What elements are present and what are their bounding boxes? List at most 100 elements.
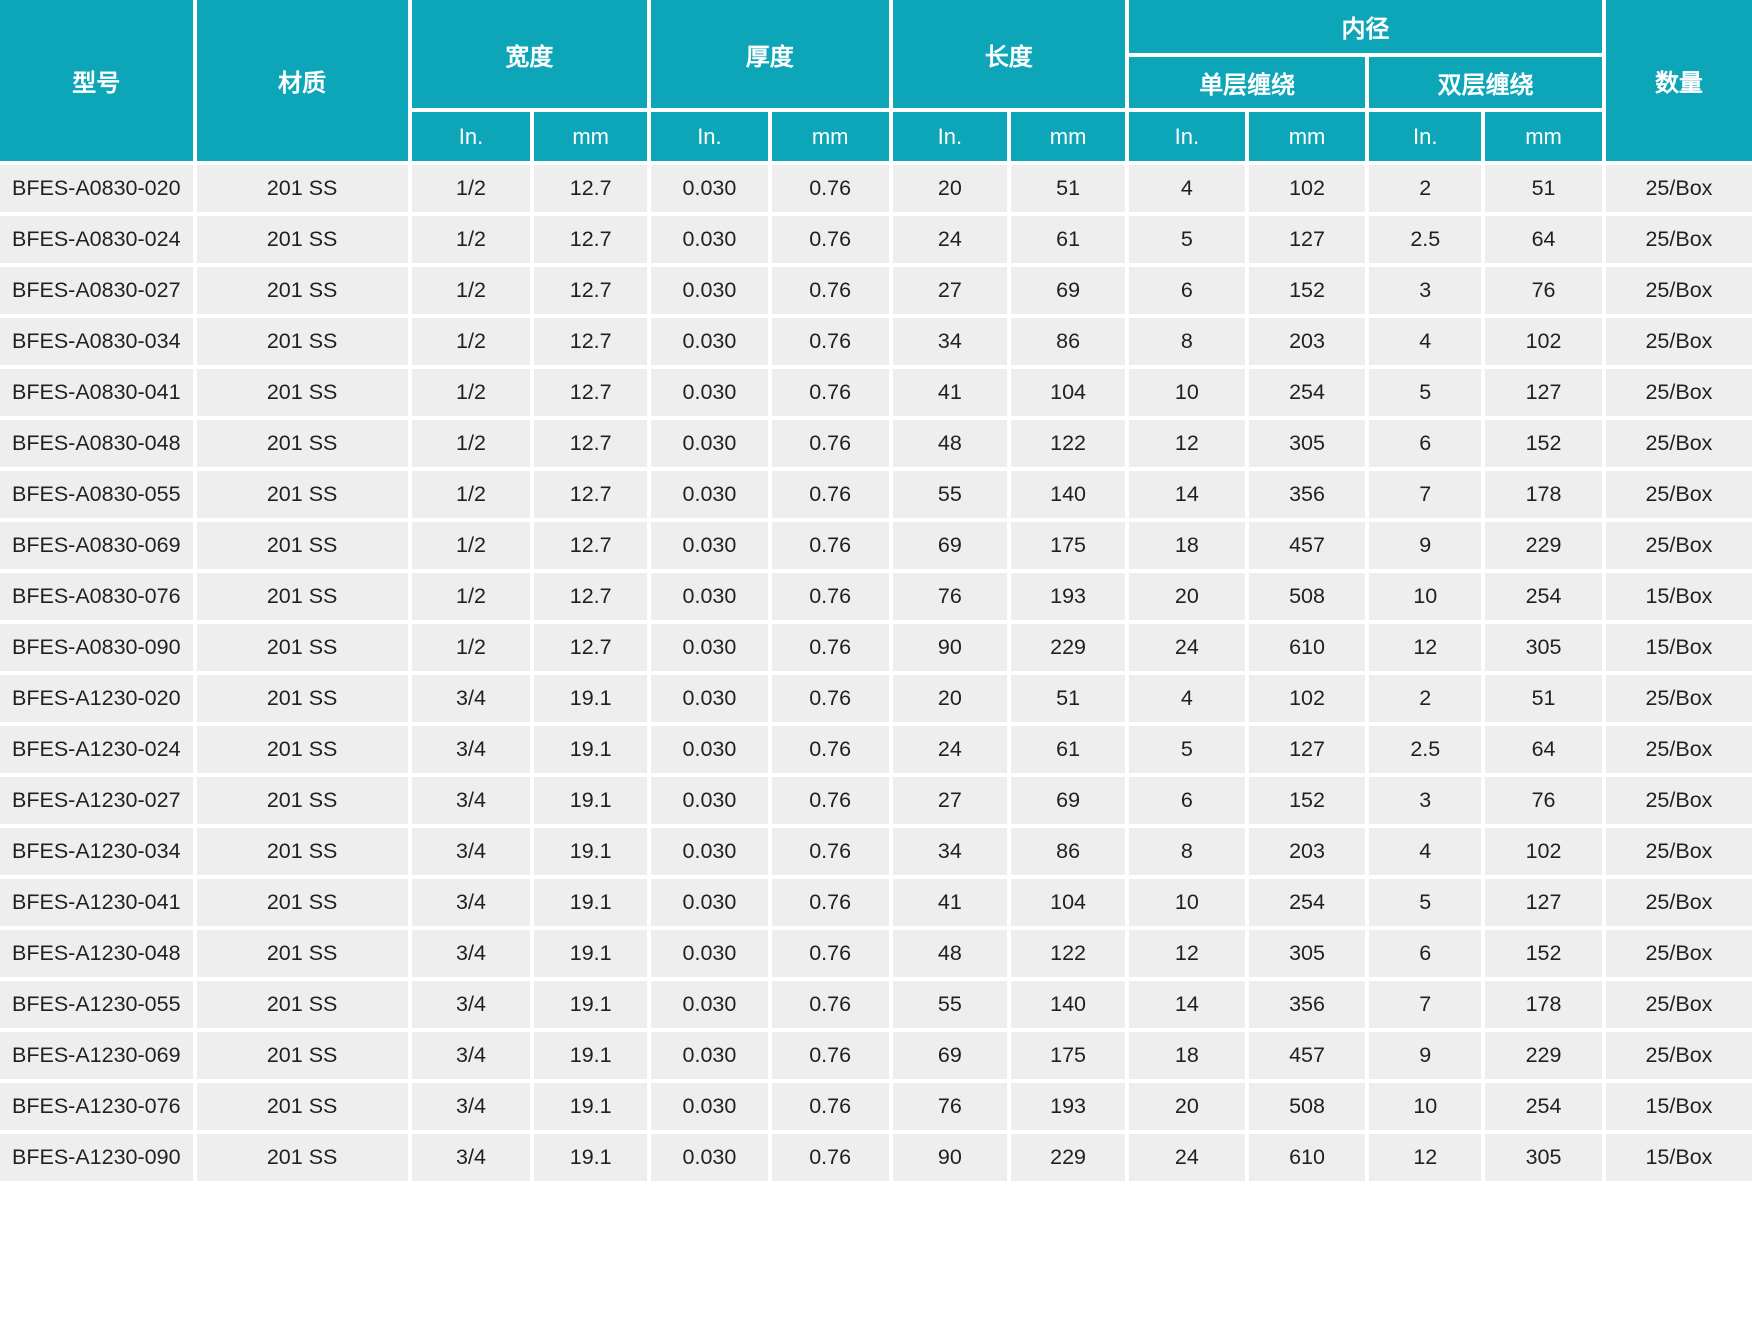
table-row: BFES-A1230-069 201 SS 3/4 19.1 0.030 0.7… — [0, 1032, 1752, 1079]
cell-thickness-mm: 0.76 — [771, 573, 889, 620]
cell-double-wrap-in: 12 — [1369, 624, 1482, 671]
cell-double-wrap-mm: 229 — [1485, 522, 1602, 569]
table-row: BFES-A0830-069 201 SS 1/2 12.7 0.030 0.7… — [0, 522, 1752, 569]
cell-width-in: 3/4 — [411, 1032, 531, 1079]
cell-model: BFES-A0830-048 — [0, 420, 193, 467]
cell-single-wrap-in: 4 — [1128, 165, 1245, 212]
cell-quantity: 15/Box — [1605, 624, 1752, 671]
cell-width-mm: 19.1 — [534, 675, 648, 722]
cell-thickness-mm: 0.76 — [771, 267, 889, 314]
cell-double-wrap-mm: 127 — [1485, 879, 1602, 926]
cell-length-mm: 104 — [1011, 369, 1125, 416]
cell-material: 201 SS — [196, 573, 408, 620]
cell-length-mm: 104 — [1011, 879, 1125, 926]
cell-quantity: 15/Box — [1605, 1083, 1752, 1130]
cell-double-wrap-mm: 51 — [1485, 675, 1602, 722]
cell-width-in: 3/4 — [411, 1134, 531, 1181]
cell-material: 201 SS — [196, 318, 408, 365]
cell-width-in: 3/4 — [411, 981, 531, 1028]
cell-double-wrap-mm: 127 — [1485, 369, 1602, 416]
cell-length-mm: 140 — [1011, 471, 1125, 518]
cell-model: BFES-A1230-076 — [0, 1083, 193, 1130]
cell-double-wrap-in: 12 — [1369, 1134, 1482, 1181]
cell-width-in: 3/4 — [411, 828, 531, 875]
cell-model: BFES-A0830-069 — [0, 522, 193, 569]
unit-header-thickness-mm: mm — [771, 112, 889, 161]
cell-double-wrap-in: 7 — [1369, 981, 1482, 1028]
cell-thickness-in: 0.030 — [651, 624, 768, 671]
col-header-quantity: 数量 — [1605, 0, 1752, 161]
cell-length-in: 48 — [892, 930, 1008, 977]
cell-double-wrap-mm: 76 — [1485, 267, 1602, 314]
cell-single-wrap-mm: 254 — [1248, 879, 1366, 926]
cell-double-wrap-in: 7 — [1369, 471, 1482, 518]
cell-width-mm: 19.1 — [534, 777, 648, 824]
cell-quantity: 25/Box — [1605, 267, 1752, 314]
cell-width-mm: 12.7 — [534, 471, 648, 518]
cell-length-in: 76 — [892, 573, 1008, 620]
cell-material: 201 SS — [196, 1134, 408, 1181]
cell-width-mm: 12.7 — [534, 420, 648, 467]
table-row: BFES-A1230-034 201 SS 3/4 19.1 0.030 0.7… — [0, 828, 1752, 875]
cell-material: 201 SS — [196, 267, 408, 314]
cell-model: BFES-A1230-027 — [0, 777, 193, 824]
cell-single-wrap-mm: 102 — [1248, 165, 1366, 212]
table-clip: 型号 材质 宽度 厚度 长度 内径 数量 单层缠绕 双层缠绕 In. mm In… — [0, 0, 1752, 1181]
table-row: BFES-A1230-041 201 SS 3/4 19.1 0.030 0.7… — [0, 879, 1752, 926]
cell-length-mm: 61 — [1011, 726, 1125, 773]
cell-length-in: 34 — [892, 828, 1008, 875]
cell-length-mm: 229 — [1011, 624, 1125, 671]
cell-thickness-in: 0.030 — [651, 471, 768, 518]
cell-thickness-mm: 0.76 — [771, 624, 889, 671]
cell-material: 201 SS — [196, 675, 408, 722]
cell-double-wrap-in: 3 — [1369, 777, 1482, 824]
cell-material: 201 SS — [196, 1032, 408, 1079]
table-row: BFES-A1230-027 201 SS 3/4 19.1 0.030 0.7… — [0, 777, 1752, 824]
cell-length-in: 20 — [892, 675, 1008, 722]
cell-thickness-in: 0.030 — [651, 216, 768, 263]
cell-width-in: 1/2 — [411, 624, 531, 671]
cell-length-in: 27 — [892, 777, 1008, 824]
cell-model: BFES-A0830-024 — [0, 216, 193, 263]
cell-quantity: 25/Box — [1605, 930, 1752, 977]
table-row: BFES-A0830-027 201 SS 1/2 12.7 0.030 0.7… — [0, 267, 1752, 314]
cell-quantity: 25/Box — [1605, 777, 1752, 824]
cell-double-wrap-in: 10 — [1369, 573, 1482, 620]
cell-double-wrap-mm: 152 — [1485, 420, 1602, 467]
cell-width-in: 3/4 — [411, 777, 531, 824]
unit-header-single-wrap-mm: mm — [1248, 112, 1366, 161]
cell-length-mm: 69 — [1011, 777, 1125, 824]
cell-material: 201 SS — [196, 471, 408, 518]
cell-quantity: 15/Box — [1605, 573, 1752, 620]
cell-thickness-in: 0.030 — [651, 879, 768, 926]
cell-thickness-in: 0.030 — [651, 777, 768, 824]
cell-material: 201 SS — [196, 1083, 408, 1130]
cell-thickness-in: 0.030 — [651, 165, 768, 212]
cell-length-mm: 51 — [1011, 165, 1125, 212]
col-header-double-wrap: 双层缠绕 — [1369, 57, 1602, 108]
cell-length-in: 48 — [892, 420, 1008, 467]
cell-length-mm: 51 — [1011, 675, 1125, 722]
cell-thickness-mm: 0.76 — [771, 471, 889, 518]
cell-width-mm: 19.1 — [534, 879, 648, 926]
table-row: BFES-A0830-090 201 SS 1/2 12.7 0.030 0.7… — [0, 624, 1752, 671]
cell-length-mm: 122 — [1011, 420, 1125, 467]
cell-model: BFES-A0830-055 — [0, 471, 193, 518]
cell-material: 201 SS — [196, 930, 408, 977]
cell-thickness-in: 0.030 — [651, 573, 768, 620]
cell-width-mm: 12.7 — [534, 624, 648, 671]
cell-single-wrap-mm: 127 — [1248, 216, 1366, 263]
unit-header-thickness-in: In. — [651, 112, 768, 161]
cell-quantity: 25/Box — [1605, 522, 1752, 569]
unit-header-length-in: In. — [892, 112, 1008, 161]
cell-quantity: 15/Box — [1605, 1134, 1752, 1181]
cell-model: BFES-A1230-069 — [0, 1032, 193, 1079]
cell-quantity: 25/Box — [1605, 369, 1752, 416]
cell-quantity: 25/Box — [1605, 471, 1752, 518]
cell-double-wrap-mm: 305 — [1485, 624, 1602, 671]
cell-width-in: 1/2 — [411, 573, 531, 620]
cell-thickness-mm: 0.76 — [771, 369, 889, 416]
cell-length-in: 20 — [892, 165, 1008, 212]
cell-width-in: 1/2 — [411, 471, 531, 518]
cell-thickness-in: 0.030 — [651, 522, 768, 569]
